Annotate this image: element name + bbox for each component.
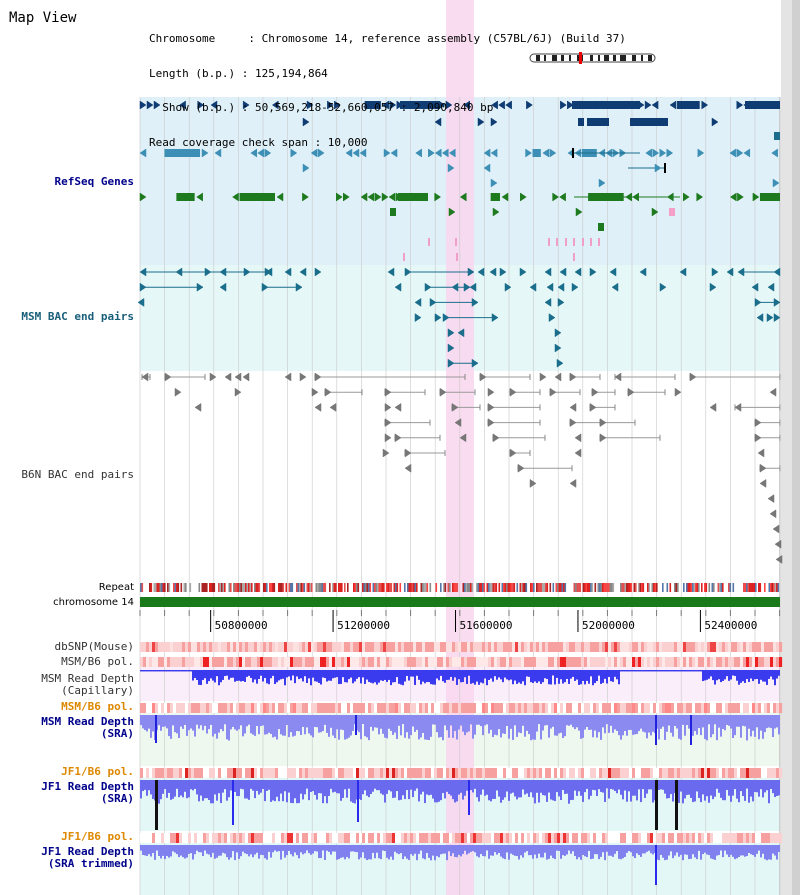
depth-spike — [468, 780, 470, 815]
info-length: Length (b.p.) : 125,194,864 — [149, 66, 328, 80]
label-msm-depth-cap: MSM Read Depth — [41, 672, 134, 685]
msm-depth-capillary-bars — [140, 670, 780, 686]
label-b6n-bac: B6N BAC end pairs — [21, 468, 134, 481]
label-refseq-genes: RefSeq Genes — [54, 175, 134, 188]
label-chromosome: chromosome 14 — [53, 597, 134, 608]
msm-bac-track — [137, 267, 781, 368]
axis-tick-label: 51600000 — [460, 619, 513, 632]
label-repeat: Repeat — [98, 582, 134, 593]
label-msm-depth-sra-sub: (SRA) — [100, 727, 134, 740]
depth-spike — [355, 715, 357, 735]
depth-spike — [675, 780, 678, 830]
label-msm-b6-pol-1: MSM/B6 pol. — [61, 655, 134, 668]
depth-spike — [155, 715, 157, 743]
depth-spike — [655, 845, 657, 885]
repeat-track — [140, 583, 780, 592]
grid-lines — [139, 97, 781, 895]
scrollbar-track — [792, 0, 800, 895]
page-title: Map View — [9, 10, 77, 26]
msm-b6-pol-heatmap-1 — [140, 657, 783, 667]
ideogram-position-marker — [579, 52, 582, 64]
info-coverage-span: Read coverage check span : 10,000 — [149, 135, 368, 149]
jf1-depth-trim-bars — [140, 845, 780, 861]
depth-spike — [655, 780, 658, 830]
depth-spike — [690, 715, 692, 745]
jf1-depth-sra-bars — [140, 780, 780, 804]
chromosome-ideogram-icon — [529, 52, 656, 64]
refseq-track — [139, 100, 780, 261]
depth-spike — [357, 780, 359, 822]
label-dbsnp: dbSNP(Mouse) — [54, 640, 134, 653]
label-msm-b6-pol-2: MSM/B6 pol. — [61, 700, 134, 713]
label-msm-depth-sra: MSM Read Depth — [41, 715, 134, 728]
label-jf1-b6-pol-2: JF1/B6 pol. — [61, 830, 134, 843]
b6n-bac-track — [141, 372, 783, 564]
label-msm-bac: MSM BAC end pairs — [21, 310, 134, 323]
info-chromosome: Chromosome : Chromosome 14, reference as… — [149, 32, 626, 45]
chromosome-bar — [140, 597, 780, 607]
label-jf1-depth-sra: JF1 Read Depth — [41, 780, 134, 793]
label-jf1-depth-trim-sub: (SRA trimmed) — [47, 857, 134, 870]
dbsnp-heatmap — [140, 642, 783, 652]
jf1-b6-pol-heatmap-2 — [140, 833, 783, 843]
depth-spike — [655, 715, 657, 745]
label-msm-depth-cap-sub: (Capillary) — [61, 684, 134, 697]
region-info: Chromosome : Chromosome 14, reference as… — [149, 10, 626, 171]
axis-tick-label: 52400000 — [704, 619, 757, 632]
jf1-b6-pol-heatmap-1 — [140, 768, 783, 778]
depth-spike — [232, 780, 234, 825]
axis-tick-label: 52000000 — [582, 619, 635, 632]
label-jf1-depth-sra-sub: (SRA) — [100, 792, 134, 805]
depth-spike — [155, 780, 158, 830]
info-show: Show (b.p.) : 50,569,218-52,660,057 : 2,… — [149, 101, 494, 114]
msm-depth-sra-bars — [140, 715, 780, 741]
axis-tick-label: 50800000 — [215, 619, 268, 632]
axis-tick-label: 51200000 — [337, 619, 390, 632]
msm-b6-pol-heatmap-2 — [140, 703, 783, 713]
axis-ticks: 50800000 51200000 51600000 52000000 52400000 — [139, 610, 781, 632]
label-jf1-b6-pol-1: JF1/B6 pol. — [61, 765, 134, 778]
label-jf1-depth-trim: JF1 Read Depth — [41, 845, 134, 858]
